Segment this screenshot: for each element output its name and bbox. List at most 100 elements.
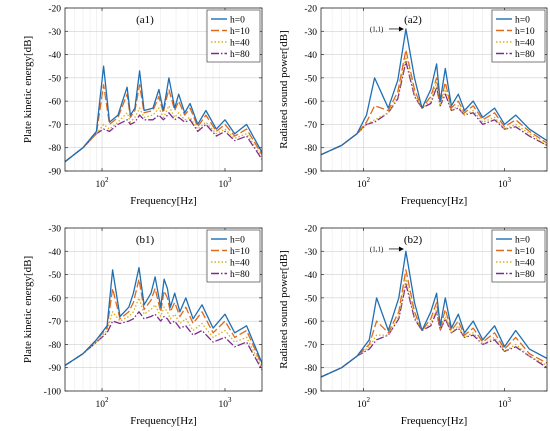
annotation-arrow-head [398,246,404,252]
legend-entry: h=40 [515,258,535,268]
y-tick-label: -40 [304,271,317,281]
y-tick-label: -40 [48,248,61,258]
legend-entry: h=40 [230,258,250,268]
x-tick-base: 10 [96,180,106,190]
series-lines [65,65,262,163]
panel-tag: (a2) [404,14,422,26]
x-tick-base: 10 [96,400,106,410]
legend: h=0 h=10h=40 h=80 [206,229,261,283]
x-tick-exponent: 2 [105,396,109,404]
legend-entry: h=80 [515,270,535,280]
x-tick-label: 102 [357,396,371,410]
panel-tag: (b2) [404,234,423,246]
axes-frame [64,7,263,172]
x-tick-base: 10 [218,180,228,190]
series-line-h-80 [321,283,547,378]
annotation: (1,1) [370,245,404,253]
x-tick-exponent: 3 [228,396,232,404]
axes-frame [64,227,263,392]
legend-entry: h=0 [515,235,530,245]
y-tick-label: -20 [304,225,317,235]
x-tick-base: 10 [498,400,508,410]
y-tick-label: -60 [48,98,61,108]
y-axis-label: Radiated sound power[dB] [278,30,290,149]
legend-entry: h=0 [515,15,530,25]
x-tick-exponent: 3 [508,396,512,404]
x-tick-label: 103 [218,396,232,410]
x-tick-label: 102 [96,176,110,190]
y-tick-label: -20 [304,5,317,15]
y-tick-label: -60 [304,98,317,108]
y-tick-label: -50 [48,74,61,84]
series-line-h-80 [65,311,262,371]
x-tick-base: 10 [498,180,508,190]
y-tick-label: -20 [48,5,61,15]
series-line-h-10 [321,269,547,378]
y-tick-label: -80 [304,144,317,154]
y-axis-label: Plate kinetic energy[dB] [22,256,34,363]
series-line-h-0 [65,266,262,366]
legend-entry: h=10 [230,27,250,37]
series-line-h-80 [65,112,262,163]
x-tick-exponent: 3 [508,176,512,184]
y-tick-label: -40 [48,51,61,61]
panel-tag: (a1) [136,14,154,26]
legend-entry: h=40 [230,38,250,48]
x-axis-label: Frequency[Hz] [401,415,468,427]
legend-entry: h=80 [230,270,250,280]
series-lines [65,266,262,371]
legend-entry: h=80 [230,50,250,60]
legend-entry: h=0 [230,15,245,25]
y-tick-label: -90 [48,364,61,374]
series-line-h-10 [321,49,547,156]
x-axis-label: Frequency[Hz] [401,195,468,207]
y-tick-label: -70 [304,341,317,351]
x-tick-exponent: 2 [366,176,370,184]
series-lines [321,250,547,378]
axes-frame [320,7,548,172]
y-tick-label: -60 [48,294,61,304]
legend-entry: h=40 [515,38,535,48]
y-tick-label: -90 [48,168,61,178]
series-line-h-0 [65,65,262,163]
x-tick-base: 10 [357,180,367,190]
x-tick-exponent: 3 [228,176,232,184]
annotation: (1,1) [370,25,404,33]
y-tick-label: -50 [48,271,61,281]
legend-entry: h=10 [515,247,535,257]
x-tick-label: 103 [498,396,512,410]
series-line-h-0 [321,28,547,156]
y-tick-label: -30 [304,28,317,38]
annotation-label: (1,1) [370,245,384,253]
series-line-h-0 [321,250,547,378]
annotation-label: (1,1) [370,25,384,33]
panel-tag: (b1) [136,234,155,246]
x-tick-exponent: 2 [366,396,370,404]
series-line-h-10 [65,84,262,163]
y-axis-label: Radiated sound power[dB] [278,250,290,369]
axes-frame [320,227,548,392]
x-axis-label: Frequency[Hz] [130,195,197,207]
y-tick-label: -70 [48,318,61,328]
series-lines [321,28,547,156]
y-tick-label: -90 [304,168,317,178]
y-tick-label: -50 [304,74,317,84]
y-tick-label: -70 [48,121,61,131]
x-tick-label: 103 [498,176,512,190]
y-tick-label: -60 [304,318,317,328]
x-tick-label: 103 [218,176,232,190]
y-tick-label: -30 [304,248,317,258]
legend: h=0 h=10h=40 h=80 [491,9,546,63]
x-axis-label: Frequency[Hz] [130,415,197,427]
x-tick-exponent: 2 [105,176,109,184]
annotation-arrow-head [398,26,404,32]
legend-entry: h=10 [515,27,535,37]
series-line-h-40 [65,105,262,163]
y-tick-label: -50 [304,294,317,304]
series-line-h-10 [65,278,262,366]
y-tick-label: -80 [304,364,317,374]
